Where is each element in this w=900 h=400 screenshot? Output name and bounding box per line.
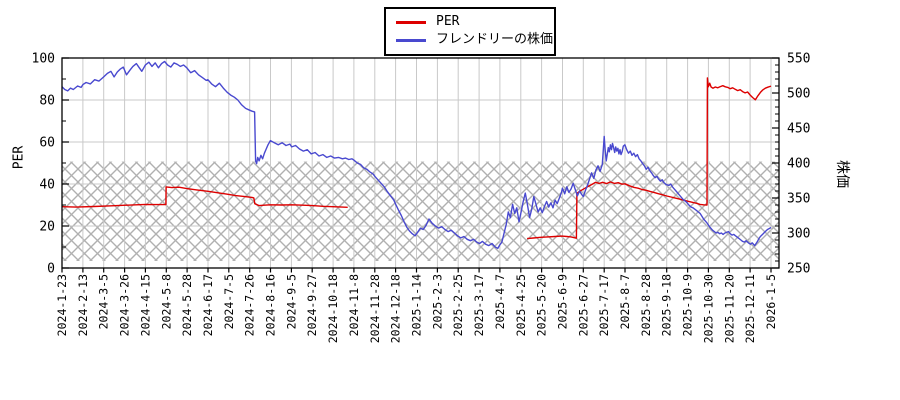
x-tick-label: 2024-8-16 [264, 274, 278, 336]
x-tick-label: 2025-1-14 [410, 274, 424, 336]
x-tick-label: 2024-11-8 [347, 274, 361, 336]
y-tick-label-right: 450 [787, 122, 810, 137]
y-tick-label-right: 300 [787, 227, 810, 242]
x-tick-label: 2025-4-25 [514, 274, 528, 336]
x-tick-label: 2025-11-20 [722, 274, 736, 343]
x-tick-label: 2024-12-18 [389, 274, 403, 343]
x-tick-label: 2024-2-13 [76, 274, 90, 336]
x-tick-label: 2024-11-28 [368, 274, 382, 343]
x-tick-label: 2025-5-20 [535, 274, 549, 336]
legend-label-per: PER [436, 14, 460, 29]
x-tick-label: 2024-3-26 [118, 274, 132, 336]
y-tick-label-left: 40 [39, 178, 55, 193]
legend-label-stock: フレンドリーの株価 [436, 32, 554, 47]
legend-item-stock: フレンドリーの株価 [396, 31, 553, 49]
x-tick-label: 2025-10-9 [681, 274, 695, 336]
y-tick-label-right: 400 [787, 157, 810, 172]
x-tick-label: 2024-7-26 [243, 274, 257, 336]
x-tick-label: 2025-4-7 [493, 274, 507, 329]
y-tick-label-right: 550 [787, 52, 810, 67]
y-tick-label-left: 100 [32, 52, 55, 67]
x-tick-label: 2025-3-17 [472, 274, 486, 336]
x-tick-label: 2024-9-5 [284, 274, 298, 329]
x-tick-label: 2024-1-23 [55, 274, 69, 336]
per-line [527, 77, 772, 240]
y-axis-title-right: 株価 [834, 160, 850, 188]
y-axis-title-left: PER [11, 145, 27, 170]
x-tick-label: 2025-6-27 [576, 274, 590, 336]
x-tick-label: 2024-5-8 [159, 274, 173, 329]
hatch-band [62, 161, 779, 261]
x-tick-label: 2024-10-18 [326, 274, 340, 343]
x-tick-label: 2024-3-5 [97, 274, 111, 329]
stock-line [61, 60, 772, 250]
legend-item-per: PER [396, 13, 546, 31]
x-tick-label: 2024-9-27 [305, 274, 319, 336]
x-tick-label: 2024-6-17 [201, 274, 215, 336]
x-tick-label: 2024-5-28 [180, 274, 194, 336]
legend: PER フレンドリーの株価 [384, 7, 556, 56]
per-line [61, 186, 348, 208]
x-tick-label: 2026-1-5 [764, 274, 778, 329]
x-tick-label: 2025-8-28 [639, 274, 653, 336]
x-tick-label: 2025-7-17 [597, 274, 611, 336]
stock-line-swatch [396, 38, 426, 42]
x-tick-label: 2025-2-3 [430, 274, 444, 329]
per-line-swatch [396, 20, 426, 24]
y-tick-label-left: 0 [47, 262, 55, 277]
y-tick-label-right: 350 [787, 192, 810, 207]
y-tick-label-left: 80 [39, 94, 55, 109]
x-tick-label: 2024-7-5 [222, 274, 236, 329]
y-tick-label-right: 250 [787, 262, 810, 277]
y-tick-label-left: 60 [39, 136, 55, 151]
y-tick-label-right: 500 [787, 87, 810, 102]
x-tick-label: 2025-10-30 [701, 274, 715, 343]
y-tick-label-left: 20 [39, 220, 55, 235]
x-tick-label: 2024-4-15 [138, 274, 152, 336]
x-tick-label: 2025-2-25 [451, 274, 465, 336]
x-tick-label: 2025-12-11 [743, 274, 757, 343]
x-tick-label: 2025-9-18 [660, 274, 674, 336]
x-tick-label: 2025-6-9 [556, 274, 570, 329]
x-tick-label: 2025-8-7 [618, 274, 632, 329]
